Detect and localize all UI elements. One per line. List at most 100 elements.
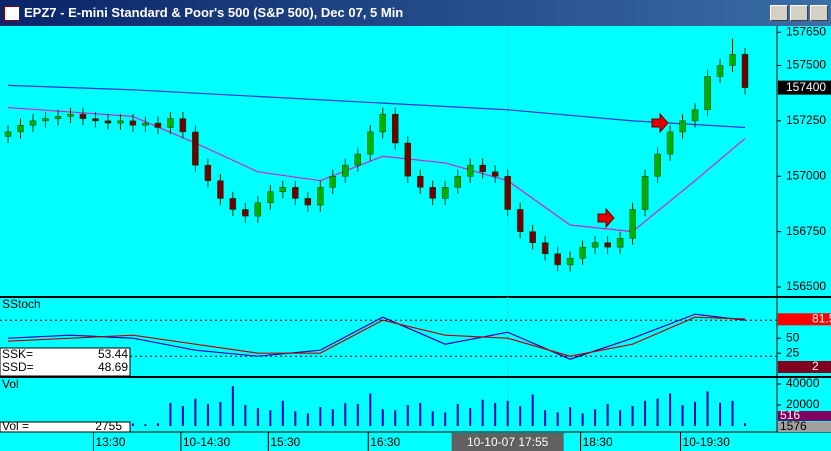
y-tick-label: 157650 (786, 26, 826, 38)
candle-body (329, 175, 337, 188)
volume-bar (181, 406, 184, 427)
volume-bar (681, 405, 684, 427)
y-tick-label: 40000 (786, 376, 820, 390)
maximize-button[interactable] (790, 5, 808, 21)
volume-bar (506, 400, 509, 427)
candle-body (604, 242, 611, 248)
x-tick-label: 15:30 (270, 435, 300, 449)
volume-bar (131, 423, 134, 427)
candle-body (491, 171, 499, 177)
volume-bar (281, 400, 284, 427)
volume-bar (256, 408, 259, 427)
candle-body (129, 120, 137, 126)
volume-bar (169, 402, 172, 427)
candle-body (192, 131, 199, 166)
candle-body (354, 153, 362, 166)
volume-bar (344, 402, 347, 427)
candle-body (92, 118, 99, 122)
volume-bar (694, 401, 697, 427)
candle-body (716, 65, 724, 77)
candle-body (641, 175, 649, 210)
x-tick-label: 16:30 (370, 435, 400, 449)
candle-body (254, 202, 262, 217)
volume-bar (644, 400, 647, 427)
y-tick-label: 25 (786, 345, 800, 359)
volume-bar (269, 410, 272, 427)
volume-bar (656, 398, 659, 427)
candle-body (279, 187, 287, 193)
candle-body (204, 164, 212, 181)
signal-arrow (597, 207, 615, 229)
candle-body (42, 118, 49, 122)
side-label-box (778, 422, 831, 432)
last-price-box (778, 80, 831, 95)
window-title: EPZ7 - E-mini Standard & Poor's 500 (S&P… (24, 5, 404, 20)
y-tick-label: 156500 (786, 279, 826, 293)
candle-body (591, 242, 599, 248)
readout-value: 48.69 (98, 360, 128, 374)
candle-body (117, 120, 124, 124)
volume-bar (369, 393, 372, 427)
moving-average (7, 84, 746, 129)
volume-bar (744, 423, 746, 427)
signal-arrow (651, 112, 669, 134)
volume-bar (219, 401, 222, 427)
candle-body (379, 113, 386, 133)
volume-bar (244, 405, 247, 427)
value-marker-label: 2 (812, 359, 819, 373)
candle-body (454, 175, 461, 188)
title-bar: EPZ7 - E-mini Standard & Poor's 500 (S&P… (0, 0, 831, 26)
volume-bar (381, 409, 384, 427)
volume-bar (206, 403, 209, 427)
x-tick-label: 13:30 (95, 435, 125, 449)
candle-body (79, 113, 87, 119)
volume-bar (669, 393, 672, 427)
volume-bar (606, 403, 609, 427)
candle-body (504, 175, 511, 210)
readout-value: 53.44 (98, 347, 128, 361)
volume-bar (356, 403, 359, 427)
volume-bar (331, 409, 334, 427)
candle-body (391, 113, 399, 144)
volume-bar (556, 412, 559, 427)
volume-bar (631, 406, 634, 427)
candle-body (267, 191, 274, 204)
panel-title: SStoch (2, 297, 41, 311)
cursor-label: 10-10-07 17:55 (467, 435, 549, 449)
stoch-line (7, 316, 746, 357)
candle-body (416, 175, 424, 188)
candle-body (529, 231, 536, 243)
volume-bar (569, 407, 572, 427)
candle-body (142, 122, 149, 126)
minimize-button[interactable] (770, 5, 788, 21)
volume-bar (469, 408, 472, 427)
volume-bar (419, 402, 422, 427)
candle-body (566, 257, 574, 266)
volume-bar (594, 409, 597, 427)
candle-body (342, 164, 349, 177)
close-button[interactable] (810, 5, 828, 21)
candle-body (179, 118, 187, 133)
candle-body (466, 164, 474, 177)
volume-bar (531, 394, 534, 427)
side-label: 1576 (780, 419, 807, 433)
candle-body (317, 187, 324, 206)
volume-bar (481, 399, 484, 427)
readout-box (0, 347, 131, 377)
candle-body (167, 118, 174, 128)
volume-bar (544, 410, 547, 427)
readout-name: SSD= (2, 360, 34, 374)
volume-bar (519, 406, 522, 427)
y-tick-label: 20000 (786, 397, 820, 411)
volume-bar (294, 411, 297, 427)
volume-bar (194, 398, 197, 427)
candle-body (242, 209, 249, 217)
y-tick-label: 50 (786, 330, 800, 344)
candle-body (67, 113, 74, 117)
last-price-label: 157400 (786, 80, 826, 94)
volume-bar (581, 413, 584, 427)
value-marker-label: 81.5 (812, 311, 831, 325)
candle-body (304, 198, 312, 206)
candle-body (29, 120, 37, 126)
candle-body (554, 253, 561, 266)
